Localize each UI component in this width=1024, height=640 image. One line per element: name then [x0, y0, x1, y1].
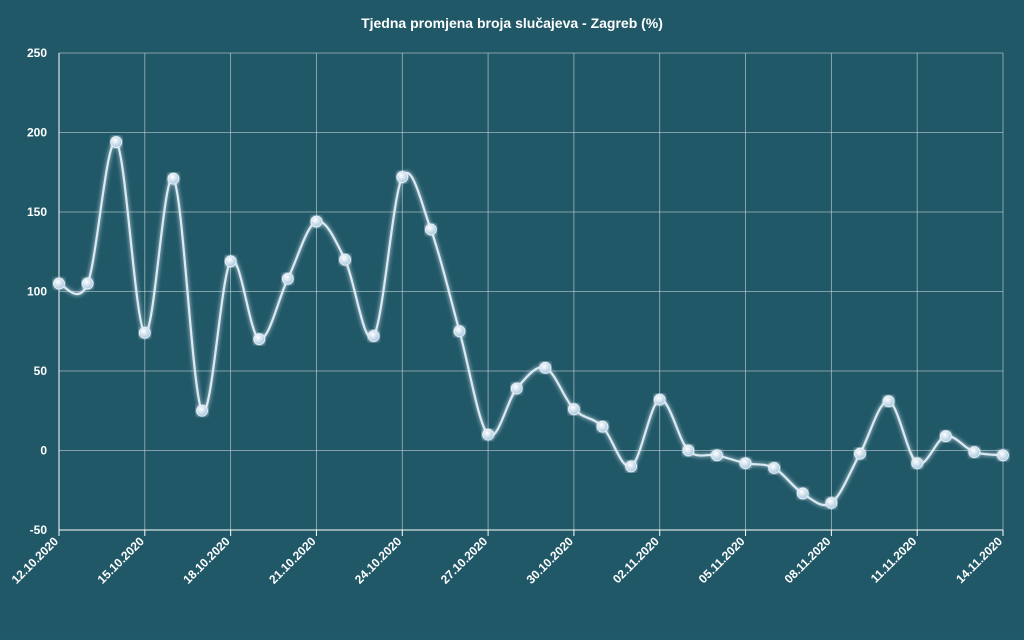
data-point — [625, 460, 638, 473]
data-point — [339, 253, 351, 266]
x-axis-ticks: 12.10.2020 15.10.2020 18.10.2020 21.10.2020… — [9, 534, 1006, 587]
data-point — [281, 272, 294, 285]
y-tick-label: 50 — [34, 364, 48, 378]
data-point — [138, 326, 151, 339]
data-point — [482, 428, 494, 441]
data-point — [825, 497, 838, 509]
grid — [58, 52, 1004, 531]
data-point — [711, 449, 723, 462]
data-point — [424, 223, 437, 236]
y-tick-label: 250 — [27, 46, 47, 60]
x-tick-label: 27.10.2020 — [438, 534, 491, 587]
x-tick-label: 21.10.2020 — [266, 534, 319, 587]
series-line — [58, 140, 1004, 507]
y-axis-ticks: 250 200 150 100 50 0 -50 — [27, 46, 47, 537]
y-tick-label: 200 — [27, 126, 47, 140]
data-point — [539, 361, 552, 374]
data-point — [196, 404, 208, 417]
data-point — [796, 487, 809, 500]
data-point — [453, 325, 466, 338]
data-point — [768, 462, 781, 474]
data-point — [939, 430, 952, 443]
data-point — [396, 171, 409, 183]
data-point — [110, 136, 123, 148]
chart-title: Tjedna promjena broja slučajeva - Zagreb… — [361, 15, 663, 31]
x-tick-label: 18.10.2020 — [180, 534, 233, 587]
data-point — [367, 330, 380, 342]
x-tick-label: 12.10.2020 — [9, 534, 62, 587]
y-tick-label: 0 — [40, 444, 47, 458]
data-point — [310, 215, 323, 228]
data-point — [510, 382, 523, 395]
x-tick-label: 24.10.2020 — [352, 534, 405, 587]
data-point — [224, 255, 237, 268]
y-tick-label: 100 — [27, 285, 47, 299]
axes — [58, 53, 1004, 536]
data-point — [568, 403, 580, 416]
x-tick-label: 02.11.2020 — [610, 534, 662, 586]
y-tick-label: -50 — [30, 523, 48, 537]
x-tick-label: 15.10.2020 — [95, 534, 148, 587]
data-point — [596, 420, 609, 433]
data-point — [253, 333, 266, 346]
y-tick-label: 150 — [27, 205, 47, 219]
data-point — [81, 277, 94, 290]
x-tick-label: 30.10.2020 — [524, 534, 577, 587]
x-tick-label: 14.11.2020 — [953, 534, 1005, 586]
data-point — [882, 395, 895, 408]
data-point — [53, 277, 65, 290]
data-point — [739, 457, 752, 470]
data-point — [167, 172, 180, 185]
x-tick-label: 08.11.2020 — [782, 534, 834, 586]
x-tick-label: 11.11.2020 — [868, 534, 920, 586]
data-point — [997, 449, 1009, 462]
data-point — [653, 393, 666, 406]
series — [53, 136, 1009, 509]
data-point — [968, 446, 981, 458]
x-tick-label: 05.11.2020 — [696, 534, 748, 586]
data-point — [854, 447, 866, 460]
data-point — [911, 457, 924, 470]
data-point — [682, 444, 695, 457]
